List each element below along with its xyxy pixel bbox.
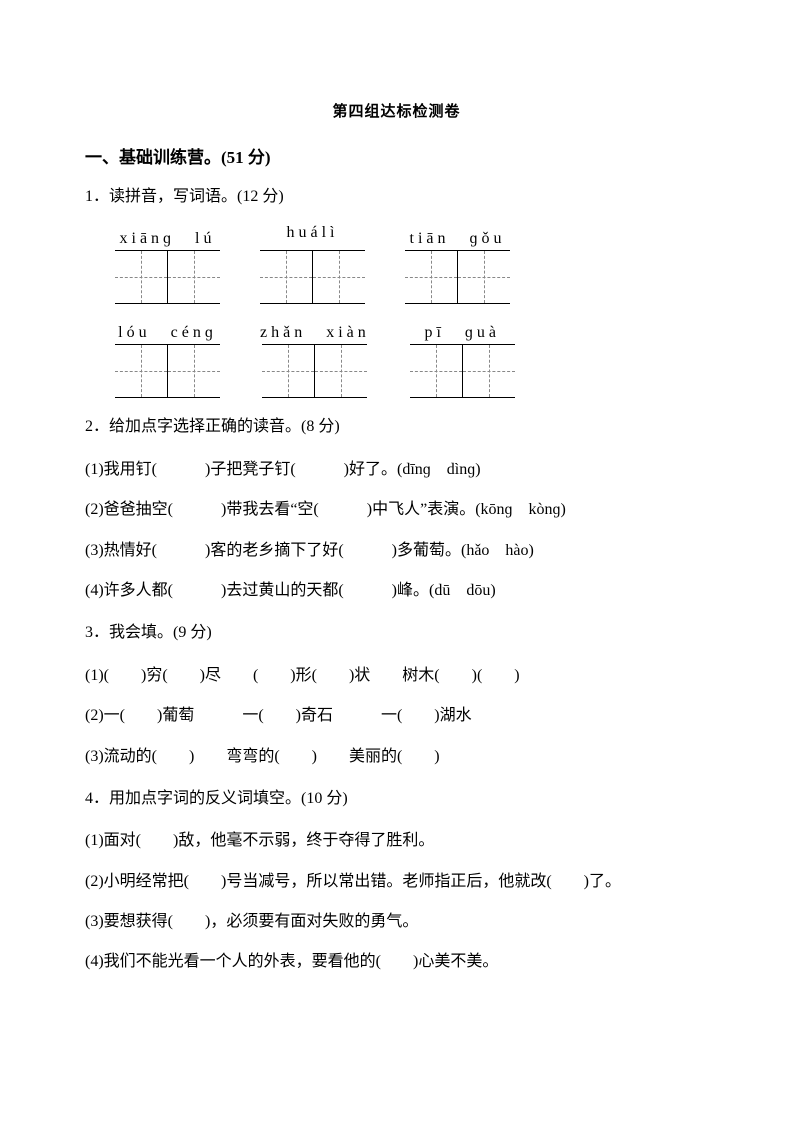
q2-item2: (2)爸爸抽空( )带我去看“空( )中飞人”表演。(kōnɡ kònɡ): [85, 495, 708, 525]
pinyin-block: tiān ɡǒu: [405, 224, 510, 304]
q2-item4: (4)许多人都( )去过黄山的天都( )峰。(dū dōu): [85, 576, 708, 606]
q3-item2: (2)一( )葡萄 一( )奇石 一( )湖水: [85, 701, 708, 731]
text: )去过黄山的天都(: [221, 582, 344, 599]
text: )客的老乡摘下了好(: [205, 542, 344, 559]
section-1-heading: 一、基础训练营。(51 分): [85, 143, 708, 168]
pinyin-block: huálì: [260, 224, 365, 304]
writing-grid[interactable]: [260, 250, 365, 304]
text: (3)热情好(: [85, 542, 157, 559]
pinyin-label: huálì: [287, 224, 339, 244]
q1-row2: lóu cénɡ zhǎn xiàn pī ɡuà: [115, 318, 708, 398]
pinyin-block: pī ɡuà: [410, 318, 515, 398]
pinyin-block: zhǎn xiàn: [260, 318, 370, 398]
writing-grid[interactable]: [262, 344, 367, 398]
writing-grid[interactable]: [405, 250, 510, 304]
pinyin-label: lóu cénɡ: [118, 318, 217, 338]
q1-row1: xiānɡ lú huálì tiān ɡǒu: [115, 224, 708, 304]
q4-stem: 4．用加点字词的反义词填空。(10 分): [85, 784, 708, 814]
q3-item3: (3)流动的( ) 弯弯的( ) 美丽的( ): [85, 742, 708, 772]
q2-stem: 2．给加点字选择正确的读音。(8 分): [85, 412, 708, 442]
q4-item2: (2)小明经常把( )号当减号，所以常出错。老师指正后，他就改( )了。: [85, 867, 708, 897]
pinyin-label: zhǎn xiàn: [260, 318, 370, 338]
pinyin-options: )好了。(dīnɡ dìnɡ): [344, 461, 481, 478]
q3-stem: 3．我会填。(9 分): [85, 618, 708, 648]
pinyin-block: lóu cénɡ: [115, 318, 220, 398]
pinyin-label: tiān ɡǒu: [410, 224, 506, 244]
pinyin-options: )多葡萄。(hǎo hào): [392, 542, 534, 559]
text: (4)许多人都(: [85, 582, 173, 599]
pinyin-label: xiānɡ lú: [120, 224, 216, 244]
q1-stem: 1．读拼音，写词语。(12 分): [85, 182, 708, 212]
writing-grid[interactable]: [115, 344, 220, 398]
pinyin-options: )峰。(dū dōu): [392, 582, 496, 599]
text: (2)爸爸抽空(: [85, 501, 173, 518]
q2-item3: (3)热情好( )客的老乡摘下了好( )多葡萄。(hǎo hào): [85, 536, 708, 566]
q4-item3: (3)要想获得( )，必须要有面对失败的勇气。: [85, 907, 708, 937]
q2-item1: (1)我用钉( )子把凳子钉( )好了。(dīnɡ dìnɡ): [85, 455, 708, 485]
pinyin-options: )中飞人”表演。(kōnɡ kònɡ): [367, 501, 566, 518]
q4-item1: (1)面对( )敌，他毫不示弱，终于夺得了胜利。: [85, 826, 708, 856]
q3-item1: (1)( )穷( )尽 ( )形( )状 树木( )( ): [85, 661, 708, 691]
text: )带我去看“空(: [221, 501, 319, 518]
writing-grid[interactable]: [115, 250, 220, 304]
text: (1)我用钉(: [85, 461, 157, 478]
pinyin-block: xiānɡ lú: [115, 224, 220, 304]
text: )子把凳子钉(: [205, 461, 296, 478]
exam-title: 第四组达标检测卷: [85, 100, 708, 121]
page: 第四组达标检测卷 一、基础训练营。(51 分) 1．读拼音，写词语。(12 分)…: [0, 0, 793, 1028]
q4-item4: (4)我们不能光看一个人的外表，要看他的( )心美不美。: [85, 947, 708, 977]
writing-grid[interactable]: [410, 344, 515, 398]
pinyin-label: pī ɡuà: [424, 318, 500, 338]
